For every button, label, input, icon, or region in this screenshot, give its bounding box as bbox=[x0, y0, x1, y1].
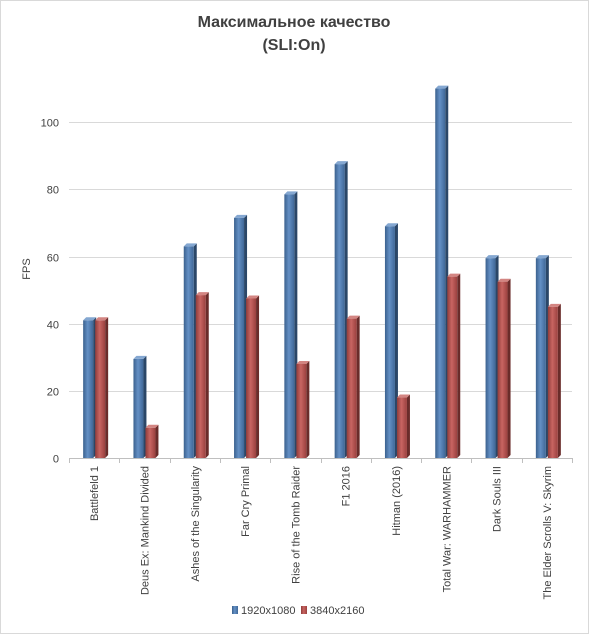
x-category-label: Hitman (2016) bbox=[391, 466, 403, 536]
y-axis-label: FPS bbox=[21, 258, 33, 279]
bar-1920x1080-4 bbox=[284, 191, 298, 458]
chart-title-line-2: (SLI:On) bbox=[262, 37, 325, 54]
x-category-label: Dark Souls III bbox=[492, 466, 504, 532]
axes: 0 20 40 60 80 100 Battlefeld 1 Deus Ex: Mankind… bbox=[41, 118, 573, 599]
legend-swatch bbox=[301, 606, 307, 614]
bar-3840x2160-7 bbox=[447, 273, 461, 458]
legend-label: 1920x1080 bbox=[241, 605, 295, 617]
y-tick-label: 0 bbox=[53, 454, 59, 466]
y-tick-label: 60 bbox=[47, 253, 59, 265]
bar-3840x2160-0 bbox=[95, 317, 109, 458]
y-tick-label: 40 bbox=[47, 320, 59, 332]
bar-3840x2160-1 bbox=[145, 424, 159, 458]
bar-1920x1080-2 bbox=[183, 243, 197, 458]
bar-1920x1080-1 bbox=[133, 355, 147, 458]
bar-1920x1080-0 bbox=[83, 317, 97, 458]
bar-1920x1080-7 bbox=[435, 85, 449, 458]
x-category-label: Deus Ex: Mankind Divided bbox=[139, 466, 151, 595]
x-category-label: Rise of the Tomb Raider bbox=[290, 466, 302, 584]
bar-3840x2160-5 bbox=[346, 315, 360, 458]
y-tick-label: 80 bbox=[47, 185, 59, 197]
x-category-label: F1 2016 bbox=[341, 466, 353, 506]
bar-1920x1080-9 bbox=[535, 255, 549, 458]
legend-label: 3840x2160 bbox=[310, 605, 364, 617]
bar-3840x2160-3 bbox=[246, 295, 260, 458]
bar-3840x2160-8 bbox=[497, 278, 511, 458]
x-category-label: Battlefeld 1 bbox=[89, 466, 101, 521]
bars bbox=[83, 85, 561, 459]
legend: 1920x1080 3840x2160 bbox=[232, 605, 364, 617]
bar-1920x1080-5 bbox=[334, 161, 348, 459]
y-tick-label: 100 bbox=[41, 118, 59, 130]
bar-3840x2160-4 bbox=[296, 360, 310, 458]
x-category-label: Far Cry Primal bbox=[240, 466, 252, 537]
bar-3840x2160-9 bbox=[547, 303, 561, 458]
chart-title-line-1: Максимальное качество bbox=[198, 14, 391, 31]
bar-3840x2160-6 bbox=[396, 394, 410, 458]
bar-3840x2160-2 bbox=[195, 292, 209, 458]
legend-item: 1920x1080 bbox=[232, 605, 295, 617]
bar-1920x1080-3 bbox=[234, 214, 248, 458]
legend-swatch bbox=[232, 606, 238, 614]
x-category-label: Ashes of the Singularity bbox=[190, 466, 202, 582]
x-category-label: The Elder Scrolls V: Skyrim bbox=[542, 466, 554, 599]
x-category-label: Total War: WARHAMMER bbox=[441, 466, 453, 592]
y-tick-label: 20 bbox=[47, 387, 59, 399]
bar-1920x1080-8 bbox=[485, 255, 499, 458]
bar-1920x1080-6 bbox=[384, 223, 398, 458]
legend-item: 3840x2160 bbox=[301, 605, 364, 617]
